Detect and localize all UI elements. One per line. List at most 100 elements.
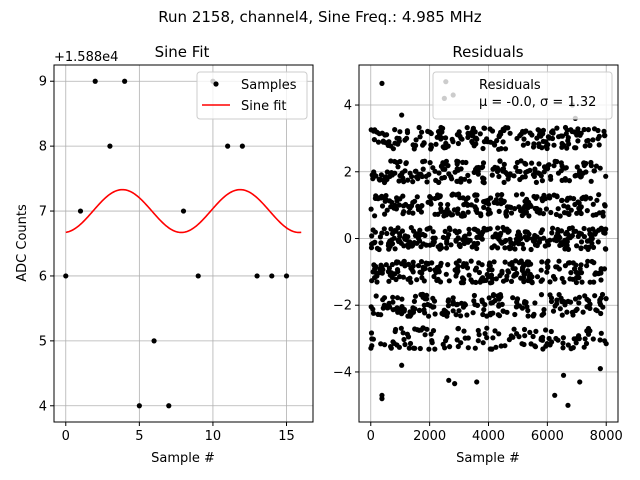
residual-point xyxy=(534,194,540,200)
residual-point xyxy=(430,165,436,171)
residual-point xyxy=(544,260,550,266)
residual-point xyxy=(379,266,385,273)
residual-point xyxy=(596,210,603,216)
residual-point xyxy=(397,129,403,135)
residual-point xyxy=(411,298,417,304)
residual-point xyxy=(537,207,543,213)
residual-point xyxy=(372,239,378,245)
residual-point xyxy=(385,269,391,275)
residual-point xyxy=(536,161,542,167)
residual-point xyxy=(412,326,418,332)
residual-point xyxy=(432,346,438,352)
residual-point xyxy=(580,170,586,176)
residual-point xyxy=(480,145,486,152)
residual-point xyxy=(516,204,522,210)
residual-point xyxy=(471,292,477,299)
residual-point xyxy=(408,279,414,285)
residual-point xyxy=(446,210,452,216)
residual-point xyxy=(427,160,433,166)
residual-point xyxy=(561,279,567,285)
residual-point xyxy=(525,313,531,319)
residual-point xyxy=(408,310,414,316)
residual-point xyxy=(427,266,433,273)
residual-point xyxy=(448,242,454,248)
sample-point xyxy=(195,273,201,279)
residual-point xyxy=(580,194,587,200)
residual-point xyxy=(443,271,449,277)
residual-point xyxy=(417,232,423,238)
residual-point xyxy=(499,192,505,198)
residual-point xyxy=(563,131,569,137)
residual-point xyxy=(504,226,510,232)
residual-point xyxy=(492,142,498,148)
residual-point xyxy=(455,178,461,184)
residual-point xyxy=(383,262,389,268)
left-ytick-label: 6 xyxy=(39,269,47,284)
residual-point xyxy=(445,163,451,169)
residual-outlier-point xyxy=(446,377,452,383)
left-xlabel: Sample # xyxy=(151,451,215,466)
residual-point xyxy=(573,340,579,346)
residual-point xyxy=(587,195,594,201)
residual-point xyxy=(433,141,439,147)
residual-point xyxy=(417,345,423,352)
residual-point xyxy=(579,279,585,285)
sample-point xyxy=(122,78,128,84)
residual-point xyxy=(394,195,400,201)
residual-point xyxy=(369,233,375,239)
residual-point xyxy=(495,294,502,300)
residual-point xyxy=(584,263,590,269)
residual-point xyxy=(458,340,464,346)
residual-point xyxy=(461,328,467,334)
residual-point xyxy=(502,259,508,265)
residual-point xyxy=(573,145,579,151)
residual-point xyxy=(589,232,595,238)
sample-point xyxy=(180,208,187,214)
residual-point xyxy=(539,178,546,184)
residual-point xyxy=(591,279,597,285)
residual-point xyxy=(470,310,476,316)
residual-point xyxy=(466,231,472,237)
residual-point xyxy=(548,209,554,216)
residual-point xyxy=(591,126,598,132)
residual-point xyxy=(564,229,570,235)
residual-point xyxy=(382,342,388,348)
legend-residuals-label: Residuals xyxy=(479,78,541,93)
residual-point xyxy=(456,129,462,135)
residual-point xyxy=(570,345,576,351)
residual-point xyxy=(369,343,375,349)
figure-title: Run 2158, channel4, Sine Freq.: 4.985 MH… xyxy=(158,8,482,26)
residual-point xyxy=(430,229,436,235)
residual-point xyxy=(483,277,489,283)
residual-point xyxy=(393,206,399,212)
residual-point xyxy=(410,305,416,311)
residual-point xyxy=(506,269,512,275)
residual-point xyxy=(421,307,427,313)
residual-point xyxy=(530,333,536,340)
residual-point xyxy=(370,336,376,342)
residual-point xyxy=(487,226,493,232)
residual-point xyxy=(471,169,477,175)
residual-point xyxy=(495,225,501,231)
residual-point xyxy=(417,134,423,140)
residual-point xyxy=(460,304,467,310)
residual-point xyxy=(416,124,422,131)
residual-point xyxy=(596,142,602,148)
residual-point xyxy=(541,235,547,241)
residual-point xyxy=(416,205,422,211)
residual-point xyxy=(440,311,447,317)
residual-point xyxy=(401,203,407,209)
residual-point xyxy=(434,277,440,283)
residual-point xyxy=(411,345,417,351)
residual-point xyxy=(587,142,593,148)
residual-point xyxy=(396,202,402,208)
residual-point xyxy=(420,241,426,247)
residual-point xyxy=(544,269,550,275)
residual-point xyxy=(463,261,469,267)
residual-point xyxy=(514,159,521,166)
residual-point xyxy=(445,297,452,303)
residual-point xyxy=(424,296,430,302)
residual-point xyxy=(420,159,426,165)
left-xtick-label: 0 xyxy=(62,429,70,444)
residual-point xyxy=(435,211,441,217)
